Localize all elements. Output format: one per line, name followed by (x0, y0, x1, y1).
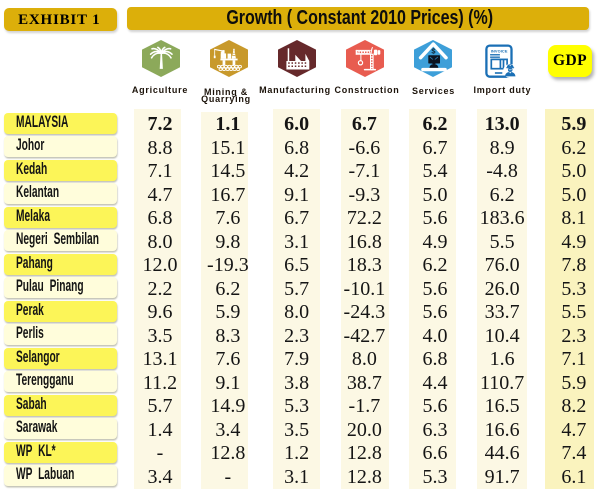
svg-text:$: $ (431, 46, 435, 55)
svg-text:INVOICE: INVOICE (491, 48, 508, 53)
